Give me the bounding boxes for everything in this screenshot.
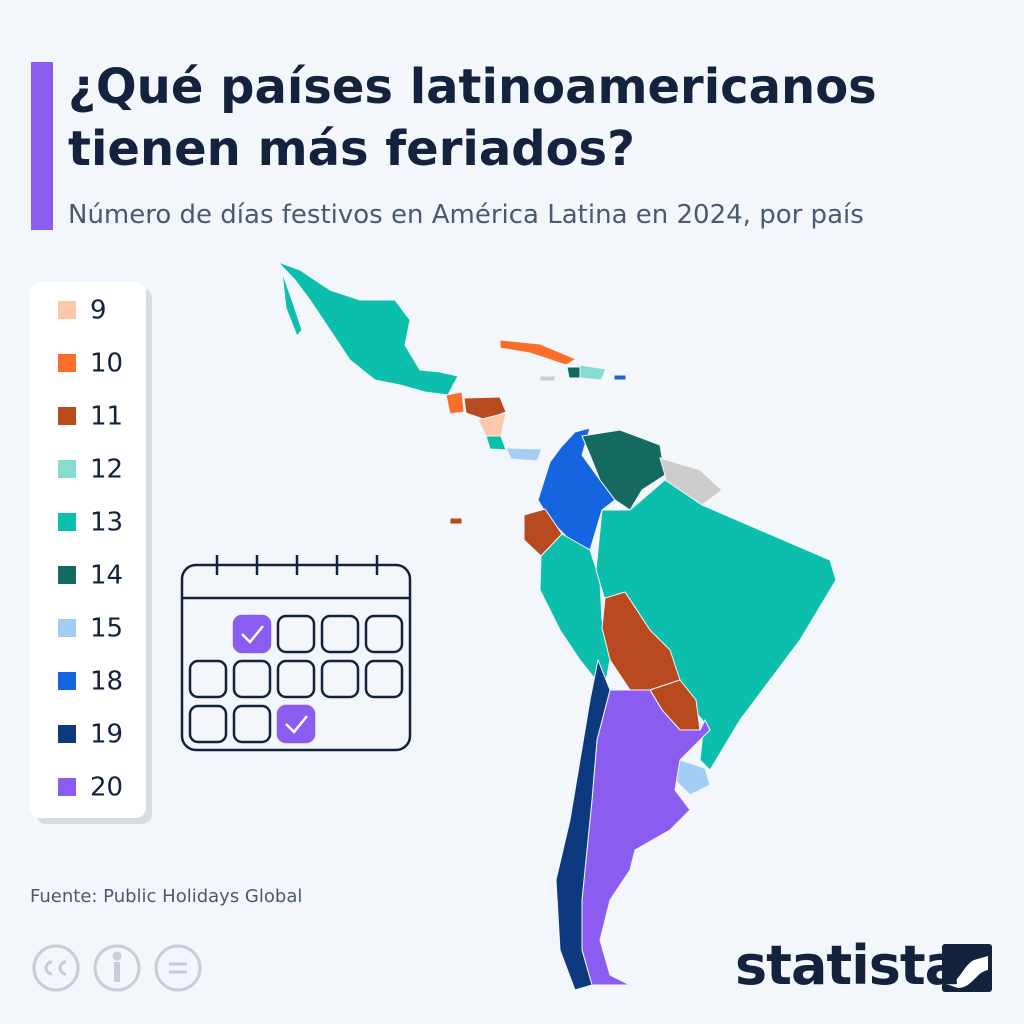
calendar-day [364,614,404,654]
calendar-day-checked [276,704,316,744]
accent-bar [31,62,53,230]
legend-swatch [58,672,76,690]
baja-california [281,271,303,337]
chile [555,658,611,991]
legend-label: 15 [90,614,123,644]
legend-box [30,282,146,818]
legend-label: 18 [90,667,123,697]
argentina [581,689,711,986]
logo-swoosh [946,956,988,988]
legend-label: 9 [90,296,107,326]
haiti [566,366,581,379]
legend-swatch [58,619,76,637]
legend-swatch [58,513,76,531]
calendar-day [188,659,228,699]
legend-swatch [58,725,76,743]
calendar-day [364,659,404,699]
legend-swatch [58,778,76,796]
cuba [499,339,578,366]
map [277,261,837,991]
calendar-day [276,659,316,699]
calendar-day [276,614,316,654]
legend-swatch [58,460,76,478]
brand: statista [735,934,961,997]
legend-swatch [58,566,76,584]
calendar-day [320,659,360,699]
dominican-republic [579,364,607,381]
calendar-day [232,659,272,699]
title: ¿Qué países latinoamericanos tienen más … [68,59,877,177]
nd-icon [154,944,202,992]
by-glyph [112,951,122,961]
subtitle: Número de días festivos en América Latin… [68,200,864,230]
calendar-day [320,614,360,654]
venezuela [581,429,666,511]
check-mark [241,625,264,644]
legend-swatch [58,301,76,319]
legend-label: 20 [90,773,123,803]
cc-icon [32,944,80,992]
calendar-day-checked [232,614,272,654]
costa-rica [485,435,507,451]
legend: 9 10 11 12 13 14 15 18 19 20 [58,296,123,803]
legend-label: 12 [90,455,123,485]
guatemala [445,391,465,415]
by-icon [93,944,141,992]
legend-label: 11 [90,402,123,432]
puerto-rico [613,374,627,381]
check-mark [285,715,308,734]
panama [505,447,543,462]
legend-swatch [58,407,76,425]
legend-label: 13 [90,508,123,538]
mexico [277,261,459,396]
source: Fuente: Public Holidays Global [30,886,303,907]
legend-label: 14 [90,561,123,591]
brand-logo [942,944,992,992]
legend-label: 10 [90,349,123,379]
license-icons [32,944,202,992]
calendar-day [232,704,272,744]
no-data [539,375,556,382]
calendar-icon [180,555,412,752]
cc-glyph [44,960,67,976]
calendar-day [188,704,228,744]
galapagos [449,517,463,525]
legend-label: 19 [90,720,123,750]
legend-swatch [58,354,76,372]
